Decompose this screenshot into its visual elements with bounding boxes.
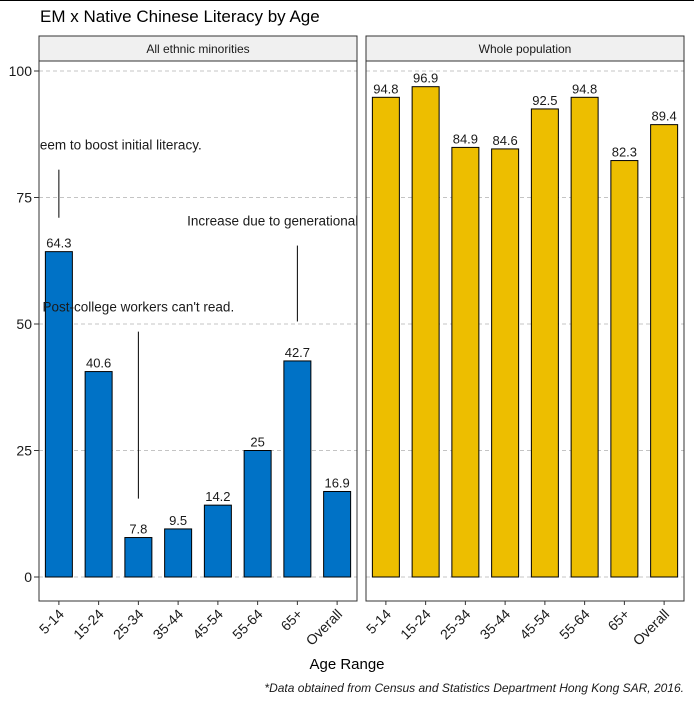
panel-1-strip-label: All ethnic minorities xyxy=(146,42,249,56)
panel-1-bar-35-44 xyxy=(164,528,193,578)
panel-1-border xyxy=(38,60,358,602)
panel-1-bar-25-34 xyxy=(124,537,153,578)
panel-2-x-tick-label-15-24: 15-24 xyxy=(397,606,434,643)
top-rule xyxy=(0,0,694,1)
panel-1-x-tick-label-15-24: 15-24 xyxy=(70,606,107,643)
y-tick-label-50: 50 xyxy=(16,316,32,332)
panel-2-bar-55-64 xyxy=(570,96,599,578)
panel-2-value-label-55-64: 94.8 xyxy=(572,81,597,96)
panel-1-x-tick-label-55-64: 55-64 xyxy=(229,606,266,643)
panel-1-annotation-2: Increase due to generational literacy. xyxy=(187,213,407,228)
panel-1-value-label-overall: 16.9 xyxy=(324,475,349,490)
panel-1-value-label-25-34: 7.8 xyxy=(129,522,147,537)
y-tick-label-75: 75 xyxy=(16,190,32,206)
panel-2-x-tick-label-5-14: 5-14 xyxy=(363,606,394,637)
panel-2-bar-5-14 xyxy=(371,96,400,578)
panel-2-value-label-45-54: 92.5 xyxy=(532,93,557,108)
panel-1-value-label-35-44: 9.5 xyxy=(169,513,187,528)
panel-2-x-tick-label-25-34: 25-34 xyxy=(437,606,474,643)
panel-2-strip xyxy=(365,35,685,62)
panel-2-x-tick-label-35-44: 35-44 xyxy=(477,606,514,643)
panel-1-bar-overall xyxy=(323,490,352,578)
panel-2-value-label-35-44: 84.6 xyxy=(492,133,517,148)
panel-2-bar-25-34 xyxy=(451,146,480,578)
panel-2-value-label-5-14: 94.8 xyxy=(373,81,398,96)
panel-1-value-label-5-14: 64.3 xyxy=(46,236,71,251)
panel-2-bar-overall xyxy=(650,124,679,578)
y-tick-label-0: 0 xyxy=(24,569,32,585)
x-axis-label: Age Range xyxy=(309,656,385,673)
panel-1-value-label-15-24: 40.6 xyxy=(86,356,111,371)
panel-1-bar-45-54 xyxy=(203,504,232,578)
panel-1-value-label-45-54: 14.2 xyxy=(205,489,230,504)
panel-2-x-tick-label-65: 65+ xyxy=(604,606,632,634)
panel-2-border xyxy=(365,60,685,602)
panel-1-value-label-65: 42.7 xyxy=(285,345,310,360)
panel-1-bar-15-24 xyxy=(84,371,113,578)
panel-1-x-tick-label-65: 65+ xyxy=(277,606,305,634)
panel-1-x-tick-label-overall: Overall xyxy=(303,606,346,649)
panel-1-x-tick-label-45-54: 45-54 xyxy=(189,606,226,643)
source-caption: *Data obtained from Census and Statistic… xyxy=(264,681,684,695)
panel-2-bar-45-54 xyxy=(530,108,559,578)
panel-1-bar-65 xyxy=(283,360,312,578)
panel-1-value-label-55-64: 25 xyxy=(250,435,264,450)
panel-1-bar-55-64 xyxy=(243,450,272,578)
panel-2-bar-35-44 xyxy=(491,148,520,578)
y-tick-label-100: 100 xyxy=(9,63,33,79)
chart-title: EM x Native Chinese Literacy by Age xyxy=(40,7,320,26)
y-tick-label-25: 25 xyxy=(16,443,32,459)
panel-1-annotation-3: Post-college workers can't read. xyxy=(43,299,235,314)
panel-2-value-label-65: 82.3 xyxy=(612,145,637,160)
panel-2-bar-65 xyxy=(610,160,639,578)
panel-2-x-tick-label-overall: Overall xyxy=(630,606,673,649)
panel-1-annotation-1: Initial age supports seem to boost initi… xyxy=(0,137,202,152)
panel-1-x-tick-label-5-14: 5-14 xyxy=(36,606,67,637)
panel-2-value-label-15-24: 96.9 xyxy=(413,71,438,86)
panel-2-value-label-25-34: 84.9 xyxy=(453,131,478,146)
panel-2-value-label-overall: 89.4 xyxy=(651,109,676,124)
panel-1-bar-5-14 xyxy=(44,251,73,578)
panel-1-x-tick-label-25-34: 25-34 xyxy=(110,606,147,643)
panel-1-x-tick-label-35-44: 35-44 xyxy=(150,606,187,643)
panel-2-x-tick-label-45-54: 45-54 xyxy=(516,606,553,643)
panel-2-x-tick-label-55-64: 55-64 xyxy=(556,606,593,643)
panel-2-bar-15-24 xyxy=(411,86,440,578)
panel-2-strip-label: Whole population xyxy=(479,42,572,56)
